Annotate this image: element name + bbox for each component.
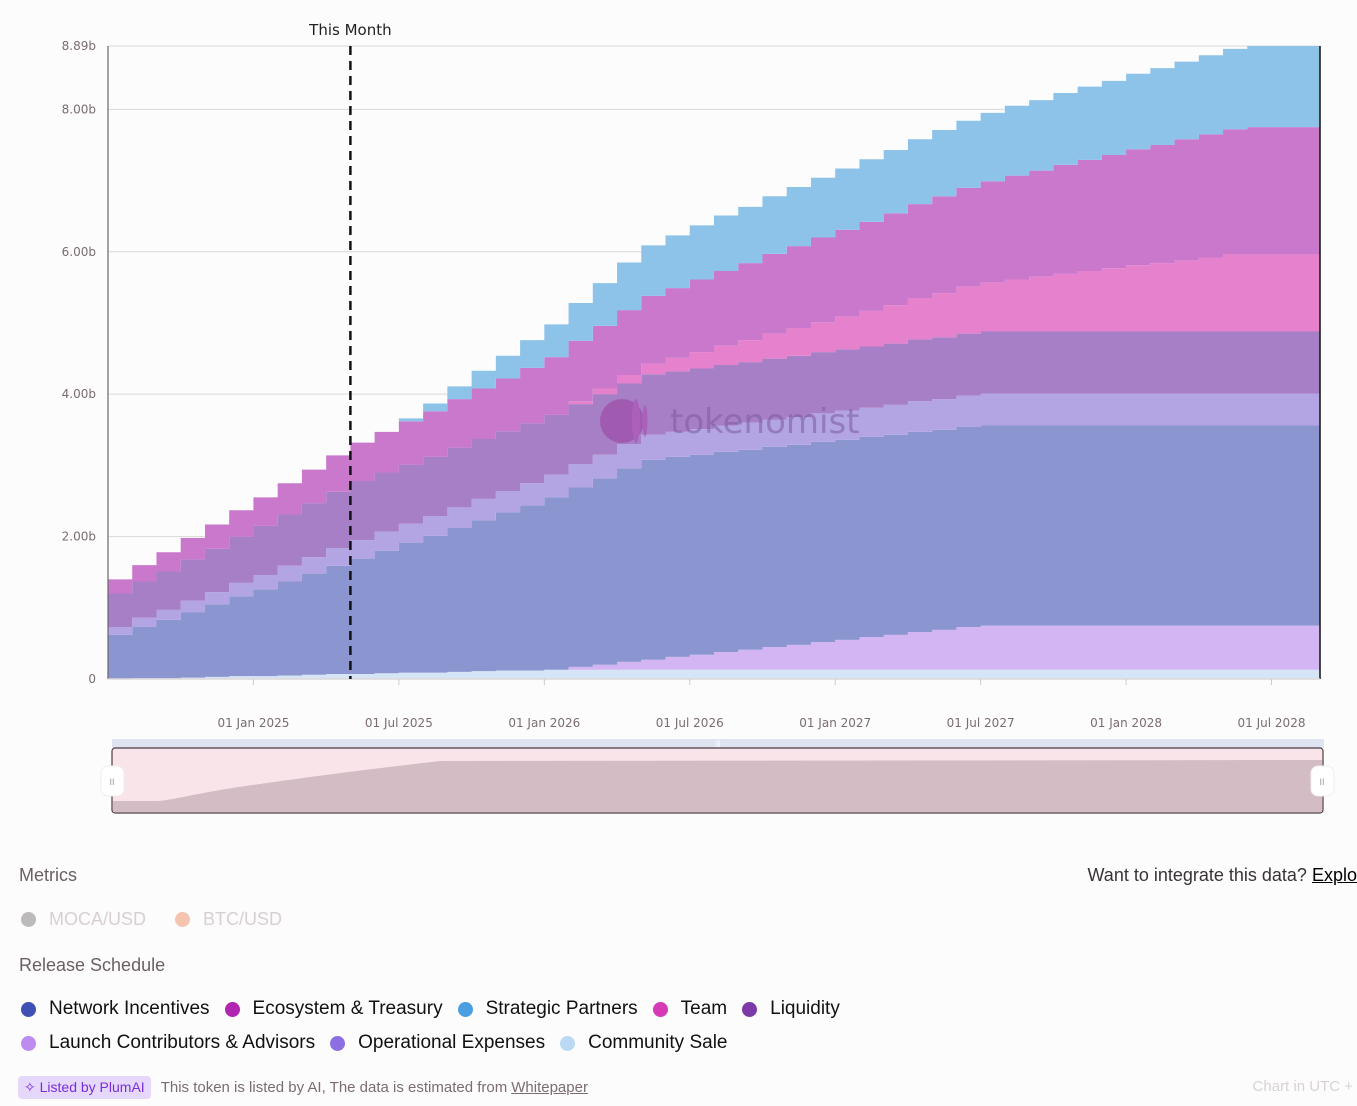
legend-liquidity[interactable]: Liquidity — [742, 998, 840, 1020]
legend-label: Liquidity — [770, 998, 840, 1019]
range-navigator[interactable]: ||| II II — [100, 739, 1335, 814]
legend-label: Community Sale — [588, 1032, 728, 1053]
y-tick-label: 0 — [88, 672, 96, 686]
release-schedule-chart: tokenomist 0 2.00b 4.00b 6.00b 8.00b 8.89b 01 … — [62, 21, 1335, 814]
dot-icon — [457, 1001, 473, 1017]
dot-icon — [21, 1001, 36, 1017]
dot-icon — [175, 912, 191, 927]
legend-network-incentives[interactable]: Network Incentives — [21, 998, 210, 1020]
stacked-areas — [108, 46, 1320, 679]
legend-row-2: Launch Contributors & Advisors Operation… — [21, 1032, 742, 1054]
x-tick-label: 01 Jan 2027 — [799, 716, 871, 730]
svg-text:|||: ||| — [715, 741, 721, 748]
axes: 0 2.00b 4.00b 6.00b 8.00b 8.89b 01 Jan 2025 01 … — [62, 39, 1321, 730]
listed-by-badge: ✧ Listed by PlumAI — [18, 1076, 151, 1099]
legend-label: Operational Expenses — [358, 1032, 546, 1053]
area-community-sale — [108, 669, 1320, 679]
y-tick-label: 4.00b — [62, 387, 96, 401]
legend-row-1: Network Incentives Ecosystem & Treasury … — [21, 998, 855, 1020]
tokenomist-watermark: tokenomist — [600, 399, 860, 443]
dot-icon — [652, 1001, 668, 1017]
metrics-toggles: MOCA/USD BTC/USD — [21, 909, 297, 930]
dot-icon — [330, 1035, 346, 1051]
svg-text:II: II — [1319, 777, 1324, 787]
x-tick-label: 01 Jul 2025 — [365, 716, 433, 730]
area-operational-expenses — [108, 393, 1320, 635]
svg-text:tokenomist: tokenomist — [670, 402, 860, 442]
legend-team[interactable]: Team — [652, 998, 728, 1020]
legend-strategic-partners[interactable]: Strategic Partners — [457, 998, 638, 1020]
legend-label: Network Incentives — [49, 998, 210, 1019]
y-tick-label: 8.89b — [62, 39, 96, 53]
x-tick-label: 01 Jul 2027 — [947, 716, 1015, 730]
badge-label: Listed by PlumAI — [39, 1079, 145, 1095]
dot-icon — [21, 912, 36, 927]
timezone-selector[interactable]: Chart in UTC + — [1252, 1078, 1353, 1095]
footer-note: ✧ Listed by PlumAI This token is listed … — [18, 1076, 588, 1099]
whitepaper-link[interactable]: Whitepaper — [511, 1079, 588, 1096]
metric-label: MOCA/USD — [49, 909, 147, 929]
legend-community-sale[interactable]: Community Sale — [560, 1032, 727, 1054]
y-tick-label: 2.00b — [62, 530, 96, 544]
footer-text: This token is listed by AI, The data is … — [160, 1079, 508, 1096]
legend-label: Team — [680, 998, 728, 1019]
integrate-prompt: Want to integrate this data? Explo — [1087, 865, 1357, 886]
legend-label: Strategic Partners — [485, 998, 638, 1019]
metrics-title: Metrics — [19, 865, 77, 885]
y-tick-label: 6.00b — [62, 245, 96, 259]
legend-operational-expenses[interactable]: Operational Expenses — [330, 1032, 545, 1054]
explore-api-link[interactable]: Explo — [1311, 865, 1357, 885]
y-tick-label: 8.00b — [62, 102, 96, 116]
navigator-left-handle[interactable] — [100, 765, 125, 797]
this-month-marker: This Month — [308, 21, 392, 679]
dot-icon — [224, 1001, 240, 1017]
metric-moca-usd[interactable]: MOCA/USD — [21, 909, 146, 930]
navigator-scrollbar[interactable] — [112, 739, 1324, 748]
navigator-right-handle[interactable] — [1310, 765, 1335, 797]
area-liquidity — [108, 331, 1320, 628]
x-tick-label: 01 Jul 2026 — [656, 716, 724, 730]
integrate-text: Want to integrate this data? — [1087, 865, 1307, 885]
x-tick-label: 01 Jan 2026 — [508, 716, 580, 730]
x-tick-label: 01 Jan 2028 — [1090, 716, 1162, 730]
legend-label: Ecosystem & Treasury — [252, 998, 443, 1019]
dot-icon — [742, 1001, 758, 1017]
legend-ecosystem-treasury[interactable]: Ecosystem & Treasury — [224, 998, 443, 1020]
legend-launch-contributors[interactable]: Launch Contributors & Advisors — [21, 1032, 315, 1054]
legend-label: Launch Contributors & Advisors — [49, 1032, 316, 1053]
this-month-label: This Month — [308, 21, 391, 39]
dot-icon — [560, 1035, 576, 1051]
area-ecosystem-treasury — [108, 127, 1320, 594]
area-team — [108, 254, 1320, 594]
area-network-incentives — [108, 425, 1320, 679]
metric-btc-usd[interactable]: BTC/USD — [175, 909, 282, 930]
svg-text:II: II — [109, 777, 114, 787]
sparkle-icon: ✧ — [24, 1079, 40, 1095]
release-schedule-title: Release Schedule — [19, 955, 166, 975]
metric-label: BTC/USD — [203, 909, 283, 929]
navigator-area — [113, 760, 1322, 812]
area-strategic-partners — [108, 46, 1320, 580]
dot-icon — [21, 1035, 36, 1051]
x-tick-label: 01 Jan 2025 — [217, 716, 289, 730]
x-tick-label: 01 Jul 2028 — [1238, 716, 1306, 730]
